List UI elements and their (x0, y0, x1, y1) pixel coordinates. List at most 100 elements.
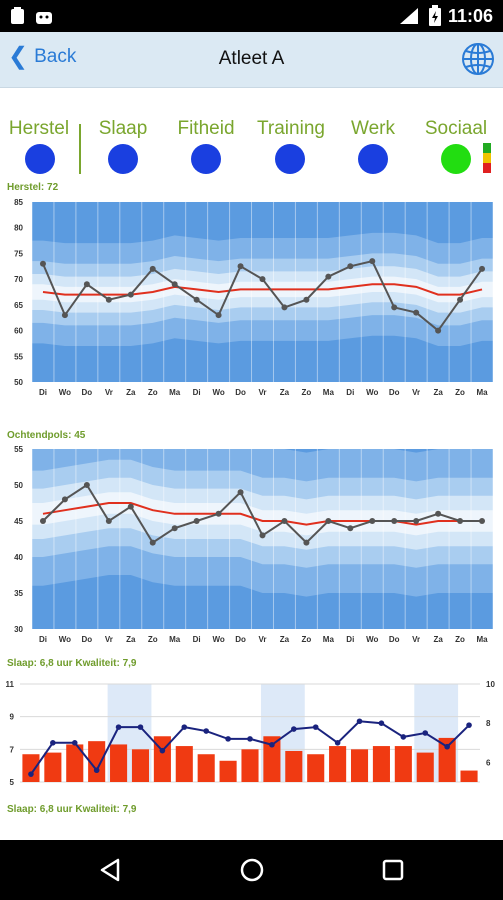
slaap-chart: 5 7 9 11 6 8 10 (6, 680, 496, 786)
category-herstel[interactable]: Herstel (8, 118, 70, 139)
herstel-x-tick: Za (433, 388, 443, 397)
category-werk[interactable]: Werk (351, 118, 395, 139)
ochtendpols-x-tick: Ma (169, 635, 181, 644)
back-label: Back (34, 46, 77, 67)
herstel-average-line (42, 283, 483, 296)
category-training[interactable]: Training (257, 118, 325, 139)
herstel-x-tick: Di (39, 388, 47, 397)
chevron-left-icon: ❮ (8, 43, 29, 70)
herstel-status-dot[interactable] (25, 144, 55, 174)
herstel-y-tick: 85 (14, 198, 23, 207)
ochtendpols-point (127, 503, 134, 510)
globe-icon[interactable] (461, 42, 495, 76)
herstel-point (39, 260, 46, 267)
herstel-point (325, 273, 332, 280)
ochtendpols-y-tick: 30 (14, 625, 23, 634)
ochtendpols-x-tick: Zo (302, 635, 312, 644)
herstel-point (347, 263, 354, 270)
herstel-x-tick: Ma (323, 388, 335, 397)
herstel-point (391, 304, 398, 311)
ochtendpols-point (171, 525, 178, 532)
clock: 11:06 (447, 6, 493, 26)
slaap-bar (110, 744, 128, 782)
ochtendpols-y-tick: 50 (14, 481, 23, 490)
category-fitheid[interactable]: Fitheid (177, 118, 235, 139)
slaap-quality-point (269, 741, 275, 748)
herstel-x-tick: Do (235, 388, 246, 397)
slaap-quality-point (93, 767, 100, 774)
ochtendpols-point (83, 482, 90, 488)
herstel-point (171, 281, 178, 288)
sociaal-status-dot[interactable] (441, 144, 471, 174)
ochtendpols-point (61, 496, 68, 503)
android-icon (36, 12, 52, 24)
slaap-y2-tick: 6 (486, 758, 491, 767)
battery-icon (429, 5, 441, 26)
slaap-status-dot[interactable] (108, 144, 138, 174)
ochtendpols-x-tick: Di (193, 635, 201, 644)
herstel-x-tick: Zo (302, 388, 312, 397)
slaap-y2-tick: 8 (486, 719, 491, 728)
ochtendpols-average-line (42, 502, 483, 526)
herstel-x-tick: Zo (148, 388, 158, 397)
ochtendpols-point (369, 518, 376, 524)
ochtendpols-x-tick: Wo (212, 635, 224, 644)
herstel-x-tick: Wo (366, 388, 378, 397)
slaap-bar (153, 736, 171, 782)
slaap-bar (197, 754, 215, 782)
back-button[interactable]: ❮ Back (8, 45, 76, 69)
ochtendpols-x-tick: Di (346, 635, 354, 644)
home-nav-icon[interactable] (239, 857, 265, 883)
footer-label: Slaap: 6,8 uur Kwaliteit: 7,9 (7, 804, 137, 815)
slaap-bar (219, 760, 237, 782)
fitheid-status-dot[interactable] (191, 144, 221, 174)
herstel-point (435, 327, 442, 334)
slaap-bar (88, 741, 106, 782)
herstel-point (479, 265, 486, 272)
ochtendpols-point (237, 489, 244, 496)
ochtendpols-point (105, 518, 112, 524)
ochtendpols-point (457, 518, 464, 524)
recents-nav-icon[interactable] (381, 858, 405, 882)
training-status-dot[interactable] (275, 144, 305, 174)
slaap-quality-point (71, 740, 78, 746)
slaap-bar (241, 749, 259, 782)
ochtendpols-point (347, 525, 354, 532)
ochtendpols-point (303, 539, 310, 546)
herstel-point (83, 281, 90, 288)
herstel-point (149, 265, 156, 272)
herstel-point (413, 309, 420, 316)
slaap-bar (307, 754, 325, 782)
slaap-bar (416, 752, 434, 782)
ochtendpols-point (391, 518, 398, 524)
ochtendpols-point (215, 510, 222, 517)
slaap-quality-point (378, 720, 385, 726)
herstel-point (127, 291, 134, 298)
herstel-point (61, 312, 68, 319)
category-sociaal[interactable]: Sociaal (424, 118, 488, 139)
ochtendpols-x-tick: Wo (366, 635, 378, 644)
status-bar: 11:06 (0, 0, 503, 32)
back-nav-icon[interactable] (98, 857, 124, 883)
ochtendpols-point (39, 518, 46, 524)
slaap-quality-point (28, 771, 34, 777)
category-slaap[interactable]: Slaap (98, 118, 148, 139)
ochtendpols-point (149, 539, 156, 546)
herstel-x-tick: Ma (476, 388, 488, 397)
slaap-quality-point (312, 724, 319, 730)
navigation-bar (0, 840, 503, 900)
herstel-x-tick: Do (82, 388, 93, 397)
ochtendpols-y-tick: 40 (14, 553, 23, 562)
ochtendpols-y-tick: 55 (14, 445, 23, 454)
ochtendpols-x-tick: Vr (258, 635, 266, 644)
ochtendpols-x-tick: Vr (105, 635, 113, 644)
slaap-quality-point (50, 740, 56, 746)
slaap-bar (263, 736, 281, 782)
ochtendpols-x-tick: Za (433, 635, 443, 644)
herstel-point (281, 304, 288, 311)
herstel-point (237, 263, 244, 270)
traffic-light-icon (483, 143, 491, 173)
werk-status-dot[interactable] (358, 144, 388, 174)
herstel-x-tick: Wo (212, 388, 224, 397)
herstel-point (303, 296, 310, 303)
